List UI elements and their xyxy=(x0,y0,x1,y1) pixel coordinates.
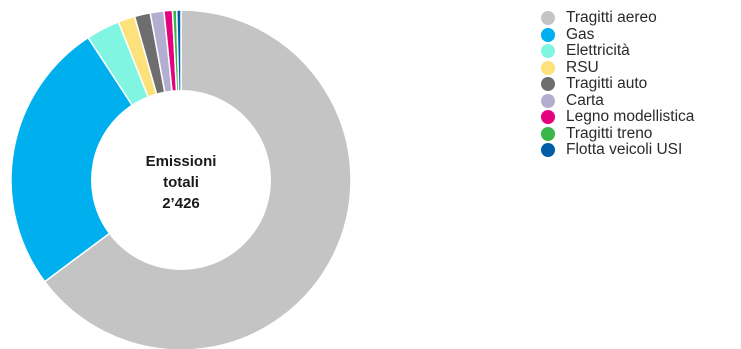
legend-swatch xyxy=(541,93,555,108)
legend-label: Tragitti auto xyxy=(566,75,648,93)
legend-item-gas: Gas xyxy=(541,25,694,44)
legend-swatch xyxy=(541,143,555,158)
legend-swatch xyxy=(541,126,555,141)
legend-item-tragitti-treno: Tragitti treno xyxy=(541,124,694,143)
center-label-line-3: 2’426 xyxy=(162,195,200,212)
legend-swatch xyxy=(541,77,555,92)
legend-label: Tragitti aereo xyxy=(566,9,657,27)
legend-label: RSU xyxy=(566,58,599,76)
legend-swatch xyxy=(541,60,555,75)
legend-item-tragitti-auto: Tragitti auto xyxy=(541,75,694,93)
legend-label: Tragitti treno xyxy=(566,124,653,142)
legend-item-elettricita: Elettricità xyxy=(541,42,694,60)
legend-swatch xyxy=(541,27,555,42)
legend-label: Carta xyxy=(566,91,604,109)
legend-swatch xyxy=(541,44,555,59)
legend: Tragitti aereo Gas Elettricità RSU Tragi… xyxy=(541,9,695,159)
legend-item-flotta-veicoli-usi: Flotta veicoli USI xyxy=(541,141,694,159)
legend-label: Gas xyxy=(566,25,595,43)
center-label-line-2: totali xyxy=(163,174,199,191)
legend-swatch xyxy=(541,110,555,125)
donut-hole xyxy=(91,90,271,270)
legend-label: Elettricità xyxy=(566,42,630,60)
legend-item-rsu: RSU xyxy=(541,58,694,77)
legend-item-legno-modellistica: Legno modellistica xyxy=(541,108,695,126)
legend-label: Flotta veicoli USI xyxy=(566,141,683,159)
legend-swatch xyxy=(541,11,555,26)
legend-item-carta: Carta xyxy=(541,91,694,110)
legend-item-tragitti-aereo: Tragitti aereo xyxy=(541,9,694,27)
center-label: Emissioni totali 2’426 xyxy=(146,153,217,212)
legend-label: Legno modellistica xyxy=(566,108,695,126)
center-label-line-1: Emissioni xyxy=(146,153,217,170)
